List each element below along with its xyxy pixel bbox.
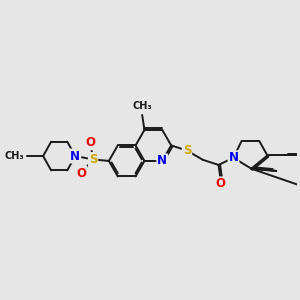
Text: N: N (229, 151, 238, 164)
Text: O: O (86, 136, 96, 149)
Text: N: N (157, 154, 167, 167)
Text: S: S (183, 144, 191, 157)
Text: O: O (216, 177, 226, 190)
Text: S: S (89, 153, 97, 166)
Text: CH₃: CH₃ (5, 151, 25, 161)
Text: O: O (76, 167, 87, 180)
Text: CH₃: CH₃ (132, 101, 152, 111)
Text: N: N (70, 149, 80, 163)
